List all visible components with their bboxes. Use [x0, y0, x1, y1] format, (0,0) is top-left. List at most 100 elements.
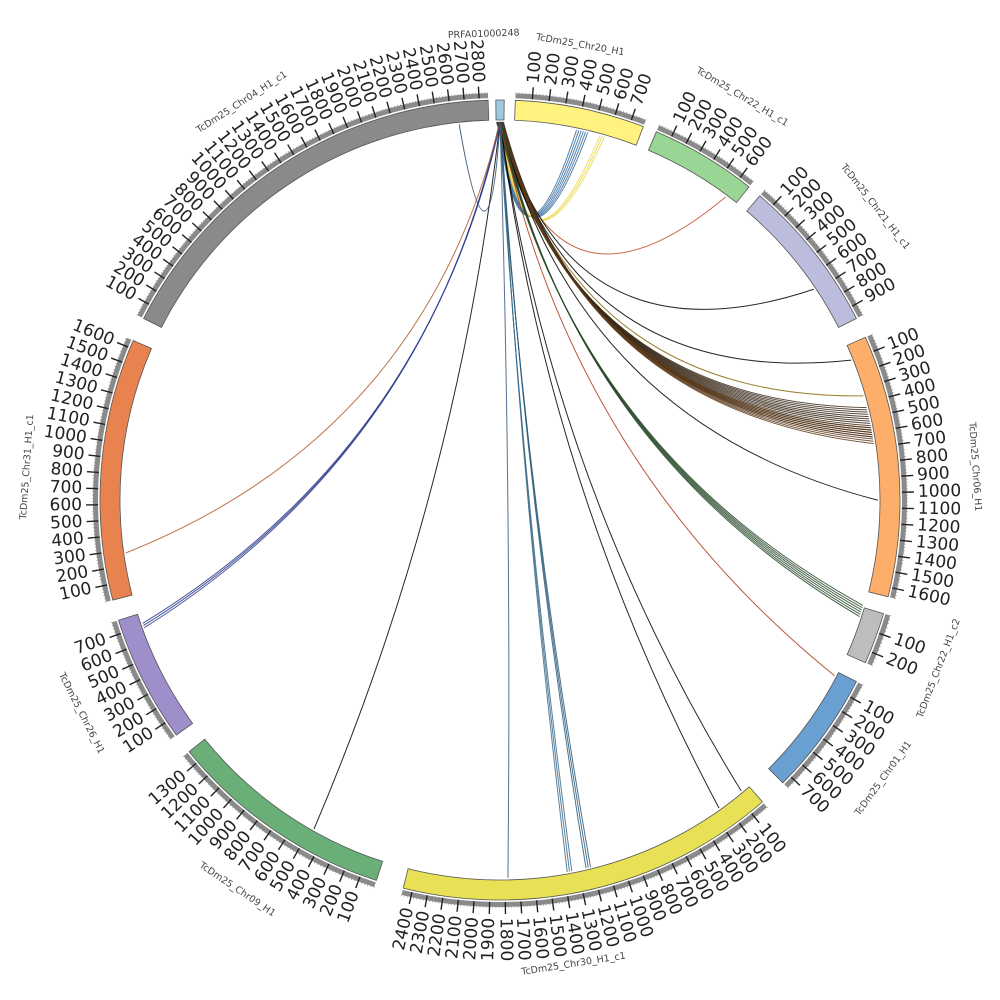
- major-tick: [699, 140, 707, 152]
- minor-tick: [217, 793, 219, 795]
- major-tick: [213, 200, 223, 210]
- major-tick: [249, 820, 258, 831]
- minor-tick: [789, 785, 792, 787]
- minor-tick: [164, 267, 166, 269]
- minor-tick: [178, 247, 181, 249]
- segment-tcdm25-chr22-h1-c1: [647, 131, 750, 204]
- minor-tick: [764, 189, 766, 191]
- segment-tcdm25-chr30-h1-c1: [402, 786, 763, 901]
- major-tick: [806, 231, 817, 241]
- minor-tick: [154, 716, 156, 718]
- major-tick: [531, 87, 534, 100]
- minor-tick: [808, 233, 810, 235]
- tick-label: 1100: [918, 499, 962, 520]
- minor-tick: [245, 818, 247, 820]
- major-tick: [801, 764, 812, 774]
- major-tick: [551, 898, 555, 911]
- minor-tick: [704, 851, 706, 853]
- minor-tick: [213, 209, 215, 211]
- minor-tick: [710, 150, 712, 153]
- minor-tick: [824, 253, 826, 255]
- minor-tick: [724, 159, 726, 161]
- minor-tick: [182, 755, 184, 757]
- major-tick: [261, 161, 270, 172]
- major-tick: [892, 587, 905, 592]
- minor-tick: [826, 256, 828, 258]
- major-tick: [520, 901, 523, 914]
- scale-track: [657, 125, 754, 186]
- link: [499, 121, 879, 501]
- link: [458, 121, 501, 212]
- minor-tick: [190, 233, 192, 235]
- minor-tick: [834, 730, 837, 732]
- tick-label: 600: [49, 495, 82, 515]
- minor-tick: [769, 193, 771, 195]
- scale-track: [401, 803, 768, 907]
- major-tick: [888, 393, 901, 398]
- link: [313, 121, 501, 830]
- minor-tick: [713, 152, 715, 154]
- tick-label: 700: [49, 477, 82, 498]
- major-tick: [901, 474, 914, 477]
- minor-tick: [220, 202, 222, 204]
- segments-layer: [99, 99, 901, 901]
- major-tick: [116, 341, 129, 348]
- major-tick: [825, 257, 837, 266]
- tick-label: 2000: [460, 916, 483, 960]
- major-tick: [567, 896, 571, 909]
- minor-tick: [175, 252, 177, 254]
- minor-tick: [818, 245, 820, 247]
- major-tick: [630, 108, 636, 121]
- minor-tick: [259, 169, 262, 171]
- major-tick: [287, 144, 295, 156]
- minor-tick: [851, 294, 853, 296]
- minor-tick: [245, 180, 247, 182]
- major-tick: [145, 284, 157, 292]
- major-tick: [92, 568, 105, 572]
- major-tick: [273, 152, 282, 164]
- minor-tick: [148, 293, 150, 295]
- minor-tick: [198, 773, 200, 776]
- major-tick: [162, 258, 174, 267]
- tick-label: 900: [917, 463, 951, 485]
- minor-tick: [831, 736, 833, 738]
- major-tick: [614, 103, 620, 116]
- minor-tick: [837, 272, 839, 274]
- major-tick: [685, 855, 693, 868]
- major-tick: [401, 97, 406, 110]
- major-tick: [88, 454, 101, 458]
- minor-tick: [272, 838, 274, 840]
- major-tick: [323, 863, 330, 875]
- minor-tick: [250, 822, 252, 824]
- major-tick: [222, 798, 232, 809]
- segment-tcdm25-chr01-h1: [768, 671, 857, 784]
- minor-tick: [156, 719, 158, 721]
- major-tick: [90, 437, 103, 442]
- minor-tick: [261, 830, 263, 832]
- major-tick: [129, 678, 141, 686]
- major-tick: [145, 707, 157, 716]
- minor-tick: [801, 225, 803, 228]
- segment-tcdm25-chr21-h1-c1: [746, 195, 857, 329]
- minor-tick: [275, 839, 277, 842]
- major-tick: [772, 195, 782, 206]
- tick-label: 1000: [918, 481, 962, 502]
- minor-tick: [209, 213, 211, 215]
- minor-tick: [731, 834, 733, 836]
- minor-tick: [799, 775, 801, 777]
- minor-tick: [182, 242, 184, 245]
- minor-tick: [187, 761, 189, 763]
- minor-tick: [844, 716, 846, 718]
- minor-tick: [224, 800, 226, 802]
- minor-tick: [816, 243, 818, 245]
- major-tick: [292, 847, 300, 860]
- tick-label: 2800: [466, 39, 488, 83]
- minor-tick: [829, 738, 831, 741]
- minor-tick: [785, 209, 787, 211]
- labels-layer: PRFA01000248 TcDm25_Chr20_H1TcDm25_Chr22_…: [18, 28, 984, 979]
- minor-tick: [158, 722, 160, 724]
- major-tick: [137, 693, 149, 701]
- segment-tcdm25-chr04-h1-c1: [143, 99, 490, 329]
- major-tick: [86, 520, 99, 523]
- minor-tick: [726, 161, 729, 163]
